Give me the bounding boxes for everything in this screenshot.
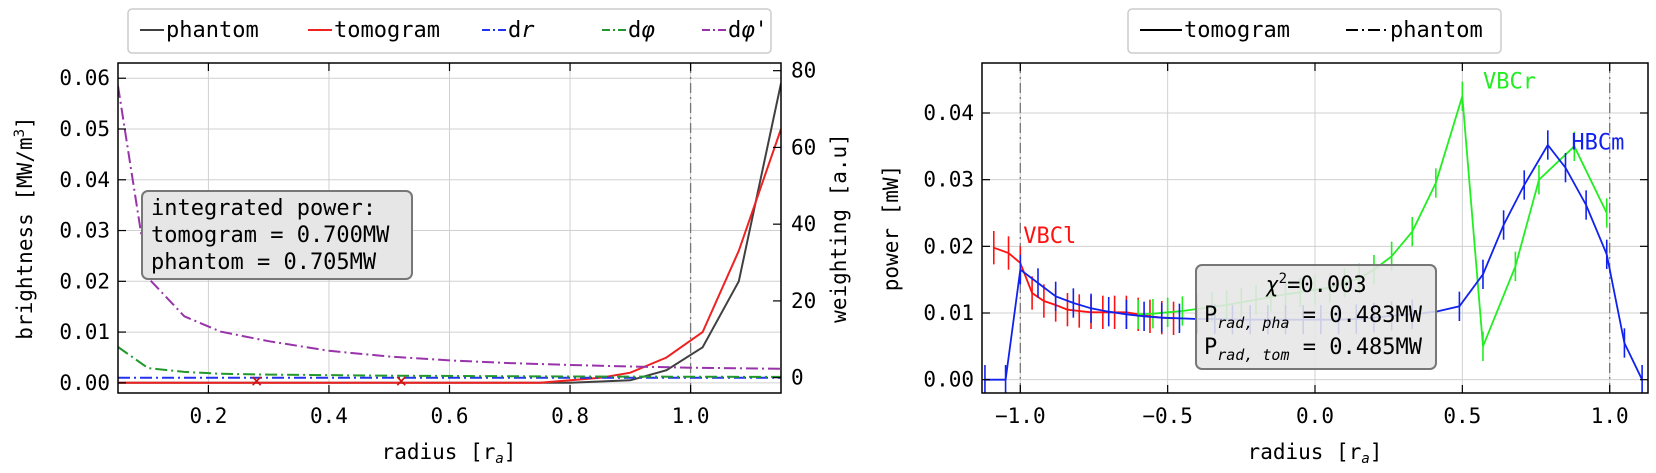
right-x-tick-label: 0.5 — [1443, 404, 1481, 428]
right-series-label: VBCl — [1023, 224, 1076, 249]
left-series-line — [118, 85, 781, 370]
right-annotation-p-tom: Prad, tom = 0.485MW — [1204, 335, 1423, 364]
left-x-tick-label: 0.2 — [189, 404, 227, 428]
right-x-tick-label: −0.5 — [1142, 404, 1193, 428]
left-cross-marker: × — [395, 368, 407, 392]
left-y2-tick-label: 20 — [791, 289, 816, 313]
left-y-tick-label: 0.03 — [59, 219, 110, 243]
left-series-line — [118, 128, 781, 384]
left-legend-label: dφ — [628, 18, 655, 43]
right-y-axis-label: power [mW] — [879, 165, 903, 291]
right-y-tick-label: 0.02 — [923, 234, 974, 258]
right-legend: tomogram phantom — [1127, 8, 1502, 54]
right-chart: VBCl VBCr HBCm −1.0 −0.5 0.0 0.5 1.0 0.00 0.01 0.… — [879, 8, 1649, 467]
left-annotation-line-1: integrated power: — [151, 196, 376, 221]
left-cross-marker: × — [251, 368, 263, 392]
left-legend: phantom tomogram dr dφ dφ' — [127, 8, 772, 54]
left-chart: × × 0.2 0.4 0.6 0.8 1.00.000.010.020.030.040.… — [12, 8, 851, 467]
left-y-tick-label: 0.06 — [59, 66, 110, 90]
right-legend-label: tomogram — [1184, 18, 1290, 43]
right-y-tick-label: 0.03 — [923, 168, 974, 192]
left-annotation-box: integrated power: tomogram = 0.700MW pha… — [141, 190, 413, 280]
left-annotation-line-2: tomogram = 0.700MW — [151, 223, 390, 248]
left-x-axis-label: radius [ra] — [382, 440, 517, 467]
left-y2-tick-label: 60 — [791, 135, 816, 159]
left-x-tick-label: 0.4 — [310, 404, 348, 428]
right-x-tick-label: 0.0 — [1296, 404, 1334, 428]
left-y2-tick-label: 0 — [791, 366, 804, 390]
right-annotation-chi2: χ2=0.003 — [1265, 271, 1366, 298]
left-y2-axis-label: weighting [a.u] — [827, 133, 851, 323]
right-series-label: HBCm — [1571, 131, 1624, 156]
right-ticks: −1.0 −0.5 0.0 0.5 1.0 0.00 0.01 0.02 0.03 0.04 — [923, 63, 1648, 428]
left-series-layer: × × — [118, 63, 781, 393]
left-annotation-line-3: phantom = 0.705MW — [151, 250, 377, 275]
right-legend-frame — [1127, 8, 1502, 54]
left-y-tick-label: 0.05 — [59, 117, 110, 141]
left-ticks: 0.2 0.4 0.6 0.8 1.0 0.00 0.01 0.02 0.03 0.04 0.05 0… — [59, 59, 816, 428]
left-y-tick-label: 0.04 — [59, 168, 110, 192]
left-y-tick-label: 0.02 — [59, 269, 110, 293]
right-x-axis-label: radius [ra] — [1248, 440, 1383, 467]
left-x-tick-label: 0.8 — [551, 404, 589, 428]
right-annotation-p-pha: Prad, pha = 0.483MW — [1204, 303, 1423, 332]
left-legend-label: tomogram — [334, 18, 440, 43]
right-legend-label: phantom — [1390, 18, 1483, 43]
right-annotation-box: χ2=0.003 Prad, pha = 0.483MW Prad, tom =… — [1195, 264, 1437, 370]
left-legend-frame — [127, 8, 772, 54]
right-x-tick-label: 1.0 — [1591, 404, 1629, 428]
left-y-tick-label: 0.00 — [59, 371, 110, 395]
right-x-tick-label: −1.0 — [995, 404, 1046, 428]
right-y-tick-label: 0.00 — [923, 368, 974, 392]
left-legend-label: dr — [508, 18, 535, 43]
left-y-axis-label: brightness [MW/m3] — [12, 116, 37, 339]
left-y2-tick-label: 40 — [791, 212, 816, 236]
left-x-tick-label: 1.0 — [672, 404, 710, 428]
left-series-line — [118, 346, 781, 378]
left-series-line — [118, 83, 781, 384]
right-y-tick-label: 0.01 — [923, 301, 974, 325]
right-y-tick-label: 0.04 — [923, 101, 974, 125]
right-series-label: VBCr — [1483, 69, 1536, 94]
left-x-tick-label: 0.6 — [431, 404, 469, 428]
left-legend-label: dφ' — [728, 18, 768, 43]
left-legend-label: phantom — [166, 18, 259, 43]
left-y2-tick-label: 80 — [791, 59, 816, 83]
left-y-tick-label: 0.01 — [59, 320, 110, 344]
